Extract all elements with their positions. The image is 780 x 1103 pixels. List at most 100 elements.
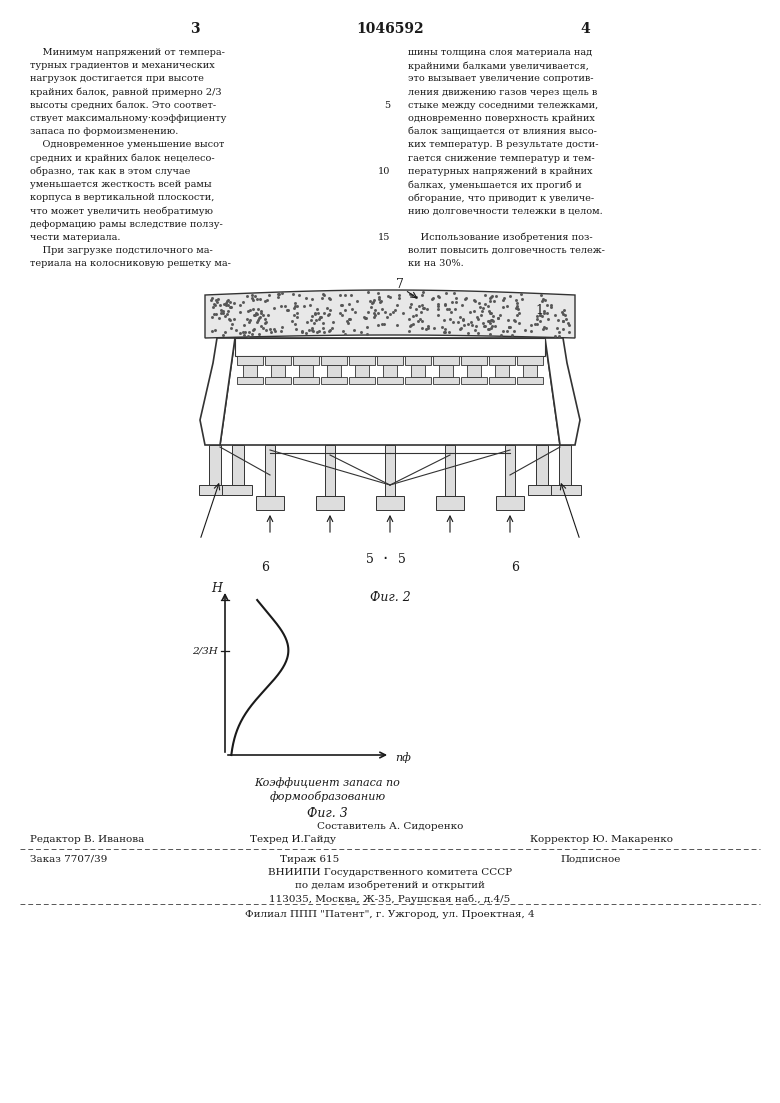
Text: деформацию рамы вследствие ползу-: деформацию рамы вследствие ползу- [30,219,223,228]
Polygon shape [327,365,341,377]
Text: Коэффициент запаса по: Коэффициент запаса по [254,777,400,788]
Polygon shape [377,377,403,384]
Text: 7: 7 [396,278,404,291]
Text: уменьшается жесткость всей рамы: уменьшается жесткость всей рамы [30,180,211,189]
Polygon shape [489,377,515,384]
Polygon shape [293,377,319,384]
Polygon shape [299,365,313,377]
Text: 10: 10 [378,167,390,175]
Text: Фиг. 3: Фиг. 3 [307,807,348,820]
Text: Минимум напряжений от темпера-: Минимум напряжений от темпера- [30,49,225,57]
Text: одновременно поверхность крайних: одновременно поверхность крайних [408,114,595,124]
Text: ки на 30%.: ки на 30%. [408,259,464,268]
Polygon shape [517,377,543,384]
Text: балках, уменьшается их прогиб и: балках, уменьшается их прогиб и [408,180,582,190]
Polygon shape [467,365,481,377]
Text: чести материала.: чести материала. [30,233,120,242]
Text: турных градиентов и механических: турных градиентов и механических [30,61,214,71]
Text: 15: 15 [378,233,390,242]
Text: 113035, Москва, Ж-35, Раушская наб., д.4/5: 113035, Москва, Ж-35, Раушская наб., д.4… [269,895,511,903]
Text: стыке между соседними тележками,: стыке между соседними тележками, [408,100,598,110]
Text: это вызывает увеличение сопротив-: это вызывает увеличение сопротив- [408,74,594,84]
Text: обгорание, что приводит к увеличе-: обгорание, что приводит к увеличе- [408,193,594,203]
Polygon shape [325,445,335,496]
Polygon shape [517,356,543,365]
Polygon shape [243,365,257,377]
Polygon shape [321,356,347,365]
Polygon shape [232,445,244,485]
Text: Филиал ППП "Патент", г. Ужгород, ул. Проектная, 4: Филиал ППП "Патент", г. Ужгород, ул. Про… [245,910,535,919]
Polygon shape [436,496,464,510]
Text: образно, так как в этом случае: образно, так как в этом случае [30,167,190,176]
Polygon shape [385,445,395,496]
Polygon shape [205,290,575,338]
Text: крайних балок, равной примерно 2/3: крайних балок, равной примерно 2/3 [30,87,222,97]
Text: Заказ 7707/39: Заказ 7707/39 [30,855,108,864]
Polygon shape [505,445,515,496]
Text: 5: 5 [384,100,390,110]
Text: 6: 6 [511,561,519,574]
Text: 1: 1 [535,303,543,317]
Text: Редактор В. Иванова: Редактор В. Иванова [30,835,144,844]
Text: гается снижение температур и тем-: гается снижение температур и тем- [408,153,594,162]
Polygon shape [256,496,284,510]
Polygon shape [551,485,581,495]
Polygon shape [445,445,455,496]
Text: териала на колосниковую решетку ма-: териала на колосниковую решетку ма- [30,259,231,268]
Polygon shape [265,356,291,365]
Polygon shape [523,365,537,377]
Polygon shape [383,365,397,377]
Text: Тираж 615: Тираж 615 [280,855,339,864]
Polygon shape [316,496,344,510]
Text: ления движению газов через щель в: ления движению газов через щель в [408,87,597,97]
Polygon shape [376,496,404,510]
Text: ких температур. В результате дости-: ких температур. В результате дости- [408,140,598,149]
Text: корпуса в вертикальной плоскости,: корпуса в вертикальной плоскости, [30,193,214,202]
Polygon shape [433,377,459,384]
Text: высоты средних балок. Это соответ-: высоты средних балок. Это соответ- [30,100,216,110]
Text: Фиг. 2: Фиг. 2 [370,591,410,604]
Text: ·: · [382,550,388,568]
Text: 2/3Н: 2/3Н [192,646,218,655]
Text: 5: 5 [366,553,374,566]
Polygon shape [439,365,453,377]
Polygon shape [433,356,459,365]
Polygon shape [293,356,319,365]
Text: средних и крайних балок нецелесо-: средних и крайних балок нецелесо- [30,153,214,163]
Polygon shape [545,338,580,445]
Text: 6: 6 [261,561,269,574]
Polygon shape [536,445,548,485]
Text: 4: 4 [580,22,590,36]
Polygon shape [209,445,221,485]
Polygon shape [321,377,347,384]
Polygon shape [200,338,235,445]
Text: шины толщина слоя материала над: шины толщина слоя материала над [408,49,592,57]
Text: балок защищается от влияния высо-: балок защищается от влияния высо- [408,127,597,136]
Polygon shape [235,338,545,356]
Text: 1046592: 1046592 [356,22,424,36]
Polygon shape [237,356,263,365]
Polygon shape [237,377,263,384]
Polygon shape [405,377,431,384]
Text: При загрузке подстилочного ма-: При загрузке подстилочного ма- [30,246,213,255]
Polygon shape [411,365,425,377]
Text: крайними балками увеличивается,: крайними балками увеличивается, [408,61,589,71]
Polygon shape [355,365,369,377]
Polygon shape [349,377,375,384]
Text: 5: 5 [398,553,406,566]
Polygon shape [496,496,524,510]
Polygon shape [222,485,252,495]
Text: Корректор Ю. Макаренко: Корректор Ю. Макаренко [530,835,673,844]
Polygon shape [528,485,558,495]
Text: Использование изобретения поз-: Использование изобретения поз- [408,233,593,243]
Text: Составитель А. Сидоренко: Составитель А. Сидоренко [317,822,463,831]
Text: формообразованию: формообразованию [269,791,385,802]
Polygon shape [265,377,291,384]
Polygon shape [220,338,560,445]
Text: ВНИИПИ Государственного комитета СССР: ВНИИПИ Государственного комитета СССР [268,868,512,877]
Polygon shape [271,365,285,377]
Polygon shape [265,445,275,496]
Polygon shape [461,356,487,365]
Text: запаса по формоизменению.: запаса по формоизменению. [30,127,179,136]
Polygon shape [495,365,509,377]
